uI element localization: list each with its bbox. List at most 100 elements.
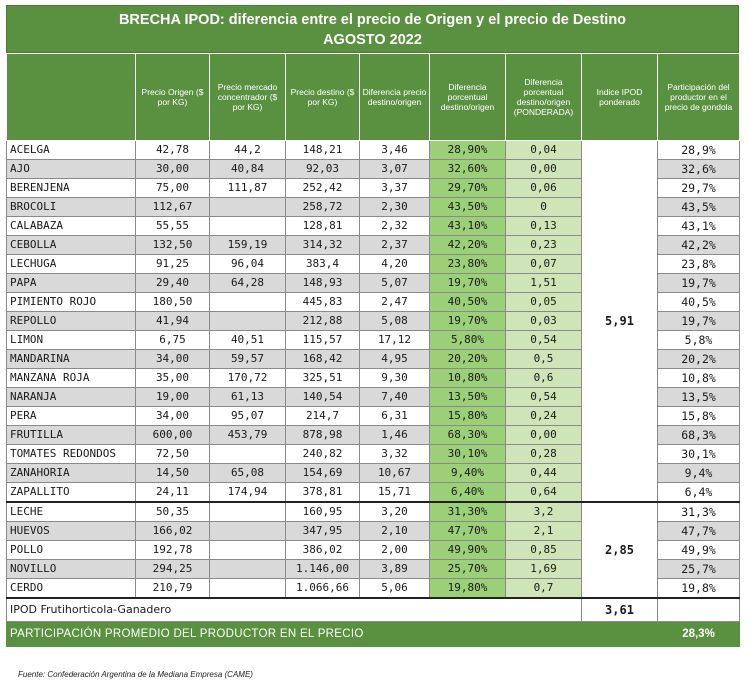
cell-destination: 140,54: [285, 387, 360, 407]
cell-pct: 49,90%: [429, 540, 506, 560]
cell-pond: 0,07: [505, 254, 582, 274]
cell-origin: 600,00: [135, 425, 210, 445]
cell-pct: 13,50%: [429, 387, 506, 407]
cell-origin: 29,40: [135, 273, 210, 293]
cell-origin: 112,67: [135, 197, 210, 217]
cell-diff: 7,40: [359, 387, 430, 407]
cell-diff: 5,06: [359, 578, 430, 599]
cell-origin: 294,25: [135, 559, 210, 579]
cell-participation: 10,8%: [657, 368, 740, 388]
cell-destination: 1.066,66: [285, 578, 360, 599]
cell-diff: 2,32: [359, 216, 430, 236]
cell-pond: 0,03: [505, 311, 582, 331]
cell-participation: 42,2%: [657, 235, 740, 255]
cell-pond: 0,64: [505, 482, 582, 503]
cell-diff: 3,32: [359, 444, 430, 464]
table-row: CEBOLLA 132,50 159,19 314,32 2,37 42,20% 0,23 4…: [6, 235, 740, 255]
product-name: REPOLLO: [6, 311, 136, 331]
cell-origin: 34,00: [135, 406, 210, 426]
cell-diff: 9,30: [359, 368, 430, 388]
table-row: HUEVOS 166,02 347,95 2,10 47,70% 2,1 47,7%: [6, 521, 740, 541]
cell-pct: 6,40%: [429, 482, 506, 503]
cell-market: 64,28: [209, 273, 286, 293]
table-row: ZANAHORIA 14,50 65,08 154,69 10,67 9,40% 0,44 9…: [6, 463, 740, 483]
cell-origin: 91,25: [135, 254, 210, 274]
cell-pct: 28,90%: [429, 140, 506, 160]
cell-participation: 28,9%: [657, 140, 740, 160]
cell-destination: 378,81: [285, 482, 360, 503]
cell-diff: 3,07: [359, 159, 430, 179]
cell-destination: 148,21: [285, 140, 360, 160]
ipod-summary-value: 3,61: [581, 597, 658, 622]
cell-participation: 32,6%: [657, 159, 740, 179]
header-ipod-index: Indice IPOD ponderado: [581, 53, 658, 141]
cell-pond: 0,54: [505, 387, 582, 407]
cell-pct: 19,70%: [429, 311, 506, 331]
header-market-price: Precio mercado concentrador ($ por KG): [209, 53, 286, 141]
cell-market: 40,84: [209, 159, 286, 179]
cell-destination: 878,98: [285, 425, 360, 445]
cell-pct: 25,70%: [429, 559, 506, 579]
cell-destination: 325,51: [285, 368, 360, 388]
cell-origin: 166,02: [135, 521, 210, 541]
cell-origin: 19,00: [135, 387, 210, 407]
cell-destination: 92,03: [285, 159, 360, 179]
product-name: ZANAHORIA: [6, 463, 136, 483]
title-line-1: BRECHA IPOD: diferencia entre el precio …: [118, 12, 627, 28]
cell-market: 174,94: [209, 482, 286, 503]
cell-diff: 2,10: [359, 521, 430, 541]
table-row: NOVILLO 294,25 1.146,00 3,89 25,70% 1,69 25,7%: [6, 559, 740, 579]
cell-participation: 49,9%: [657, 540, 740, 560]
cell-market: [209, 521, 286, 541]
cell-market: 159,19: [209, 235, 286, 255]
cell-diff: 15,71: [359, 482, 430, 503]
cell-market: 61,13: [209, 387, 286, 407]
cell-market: 59,57: [209, 349, 286, 369]
cell-participation: 40,5%: [657, 292, 740, 312]
cell-pond: 0,5: [505, 349, 582, 369]
cell-diff: 3,37: [359, 178, 430, 198]
header-weighted-difference: Diferencia porcentual destino/origen (PO…: [505, 53, 582, 141]
cell-participation: 47,7%: [657, 521, 740, 541]
cell-market: [209, 197, 286, 217]
cell-pond: 3,2: [505, 501, 582, 522]
table-row: LECHE 50,35 160,95 3,20 31,30% 3,2 2,85 31,3%: [6, 501, 740, 599]
cell-diff: 2,30: [359, 197, 430, 217]
cell-destination: 445,83: [285, 292, 360, 312]
cell-pct: 30,10%: [429, 444, 506, 464]
cell-pct: 19,80%: [429, 578, 506, 599]
cell-destination: 128,81: [285, 216, 360, 236]
average-participation-label: PARTICIPACIÓN PROMEDIO DEL PRODUCTOR EN …: [6, 621, 658, 647]
cell-pct: 20,20%: [429, 349, 506, 369]
cell-market: 111,87: [209, 178, 286, 198]
cell-market: 96,04: [209, 254, 286, 274]
cell-destination: 160,95: [285, 501, 360, 522]
cell-pct: 23,80%: [429, 254, 506, 274]
product-name: LECHE: [6, 501, 136, 522]
product-name: FRUTILLA: [6, 425, 136, 445]
cell-pond: 0,00: [505, 159, 582, 179]
cell-origin: 24,11: [135, 482, 210, 503]
cell-pond: 2,1: [505, 521, 582, 541]
product-name: POLLO: [6, 540, 136, 560]
cell-destination: 214,7: [285, 406, 360, 426]
table-row: POLLO 192,78 386,02 2,00 49,90% 0,85 49,9%: [6, 540, 740, 560]
cell-origin: 14,50: [135, 463, 210, 483]
table-row: NARANJA 19,00 61,13 140,54 7,40 13,50% 0,54 13,…: [6, 387, 740, 407]
cell-diff: 2,37: [359, 235, 430, 255]
cell-market: [209, 559, 286, 579]
cell-diff: 4,20: [359, 254, 430, 274]
cell-destination: 168,42: [285, 349, 360, 369]
cell-origin: 192,78: [135, 540, 210, 560]
title-line-2: AGOSTO 2022: [323, 32, 422, 48]
cell-origin: 30,00: [135, 159, 210, 179]
header-origin-price: Precio Origen ($ por KG): [135, 53, 210, 141]
cell-origin: 35,00: [135, 368, 210, 388]
cell-market: [209, 444, 286, 464]
cell-market: [209, 540, 286, 560]
cell-diff: 17,12: [359, 330, 430, 350]
cell-destination: 383,4: [285, 254, 360, 274]
cell-participation: 43,1%: [657, 216, 740, 236]
cell-destination: 212,88: [285, 311, 360, 331]
cell-participation: 9,4%: [657, 463, 740, 483]
